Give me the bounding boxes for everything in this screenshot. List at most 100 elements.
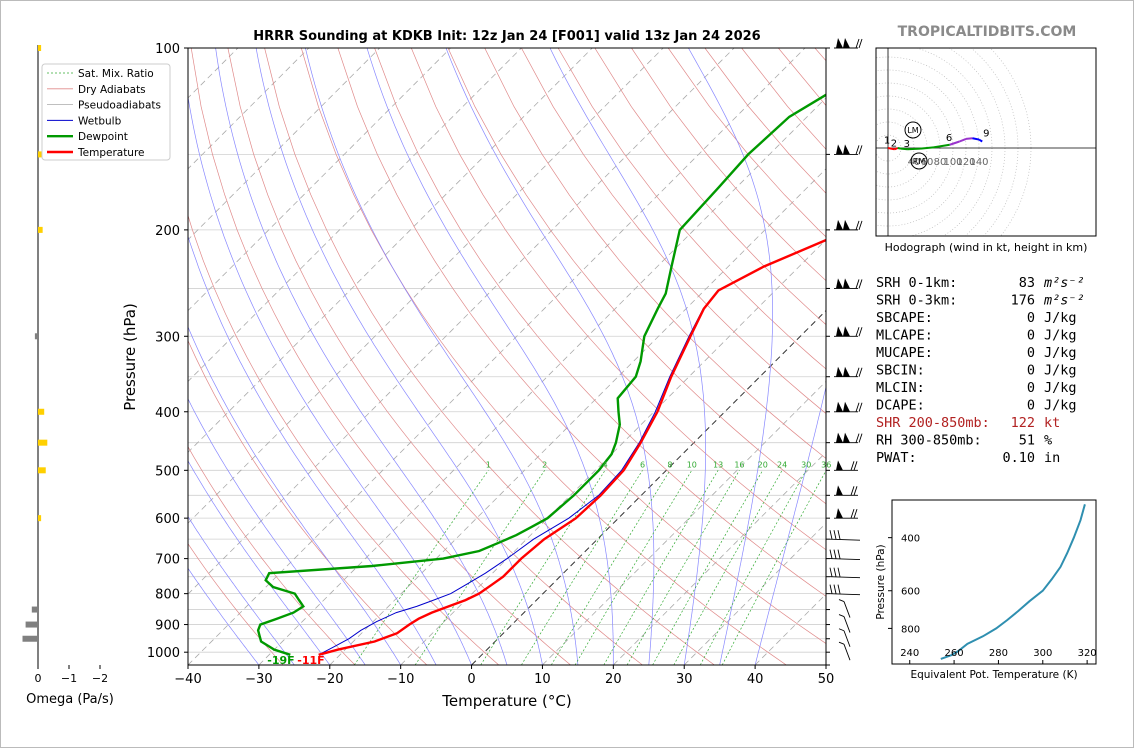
wind-barb [834,278,863,289]
theta-e-y-tick-label: 800 [901,624,920,635]
hodograph-segment [933,143,950,149]
parameter-value: 122 [1011,415,1035,431]
mixing-ratio-label: 20 [758,460,768,469]
wind-barb [834,401,863,413]
parameter-row: PWAT: 0.10 in [876,450,1060,466]
wind-barb [834,144,863,155]
parameter-value: 0 [1027,380,1035,396]
skewt-plot: −40 −30 −20 −10 0 10 20 30 40 50 100 200 300 400 500 60… [41,38,863,710]
omega-bar [22,635,38,642]
hodograph-ring-label: 40 [908,157,921,168]
pseudoadiabat-line [188,398,366,665]
temperature-line [318,238,826,656]
legend-label: Dewpoint [78,131,128,143]
dry-adiabat-line [594,48,826,326]
wind-barb [829,530,861,541]
pseudoadiabat-line [188,325,401,665]
parameter-value: 0 [1027,345,1035,361]
parameter-unit: % [1044,433,1052,449]
parameter-unit: in [1044,450,1060,466]
legend-item: Sat. Mix. Ratio [47,68,154,80]
y-tick-label: 700 [155,553,180,568]
omega-bar [38,439,48,446]
mixing-ratio-line [652,470,764,665]
wind-barb [829,584,861,596]
omega-panel: 0 −1 −2 Omega (Pa/s) [22,45,114,707]
x-tick-label: 50 [818,672,835,687]
isotherm-line [683,522,826,665]
hodograph-storm-motion-marker: LM [904,121,922,139]
legend-label: Wetbulb [78,115,122,127]
mixing-ratio-labels: 1 2 4 6 8 10 13 16 20 24 30 36 [486,460,831,469]
hodograph-segment [949,140,960,146]
pseudoadiabat-line [188,515,295,665]
parameter-label: MUCAPE: [876,345,933,361]
pseudoadiabat-line [688,48,773,665]
theta-e-line [940,504,1086,660]
hodograph-ring-label: 100 [943,157,962,168]
theta-e-x-tick-label: 260 [945,648,964,659]
main-axis-ticks: −40 −30 −20 −10 0 10 20 30 40 50 100 200 300 400 500 60… [147,42,834,687]
omega-bar [31,606,38,613]
hodograph-segment [959,137,967,143]
hodograph-segment [972,137,980,141]
omega-axis-label: Omega (Pa/s) [26,692,114,707]
hodograph-ring-label: 120 [956,157,975,168]
hodograph-caption: Hodograph (wind in kt, height in km) [885,241,1088,254]
omega-tick-label: −2 [92,672,108,685]
surface-temperature-label: -11F [297,654,324,667]
parameter-unit: J/kg [1044,363,1077,379]
parameter-label: MLCAPE: [876,328,933,344]
parameter-label: SBCAPE: [876,310,933,326]
theta-e-x-tick-label: 280 [989,648,1008,659]
hodograph-storm-motion-marker: RM [910,152,928,170]
x-tick-label: 0 [467,672,475,687]
x-tick-label: −10 [387,672,414,687]
hodograph-segment [894,147,899,151]
parameter-label: PWAT: [876,450,917,466]
dry-adiabat-line [188,214,500,665]
parameter-value: 176 [1011,293,1035,309]
brand-watermark: TROPICALTIDBITS.COM [898,24,1077,40]
legend-label: Temperature [77,147,145,159]
mixing-ratio-line [721,470,826,665]
x-tick-label: −30 [245,672,272,687]
parameter-label: SRH 0-3km: [876,293,957,309]
y-axis-label: Pressure (hPa) [121,303,139,411]
legend-item: Temperature [47,147,145,159]
isotherm-line [258,97,826,665]
dry-adiabat-line [374,48,826,597]
mixing-ratio-label: 30 [801,460,811,469]
hodograph-segment [887,147,895,151]
plot-frame [187,47,827,666]
parameter-unit: J/kg [1044,328,1077,344]
wind-barb [838,641,851,661]
hodograph-height-label: 2 [891,139,897,150]
mixing-ratio-label: 13 [713,460,723,469]
mixing-ratio-line [521,470,643,665]
omega-bar [38,467,46,474]
parameter-row: RH 300-850mb: 51% [876,433,1052,449]
omega-bar [25,621,38,628]
wind-barbs [829,38,863,661]
legend-item: Dewpoint [47,131,128,143]
parameter-unit: m²s⁻² [1043,275,1085,291]
parameter-label: RH 300-850mb: [876,433,982,449]
background-lines [188,48,826,665]
y-tick-label: 500 [155,464,180,479]
mixing-ratio-line [354,470,489,665]
parameter-unit: J/kg [1044,345,1077,361]
parameter-row: DCAPE: 0 J/kg [876,398,1077,414]
profiles [256,93,826,656]
theta-e-frame [891,499,1097,665]
parameter-value: 51 [1019,433,1035,449]
legend-label: Dry Adiabats [78,84,146,96]
theta-e-content: 240 260 280 300 320 400 600 800 [888,504,1097,664]
hodograph-segment [907,147,921,151]
parameter-value: 0.10 [1002,450,1035,466]
wind-barb [829,549,861,561]
mixing-ratio-line [414,470,545,665]
omega-bar [38,226,43,233]
